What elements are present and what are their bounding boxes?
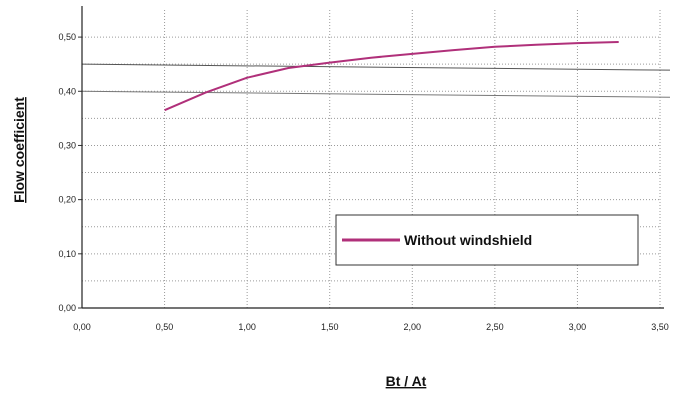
x-tick-label: 3,50 (651, 322, 669, 332)
x-tick-label: 0,00 (73, 322, 91, 332)
series-lines (164, 41, 619, 112)
series-line-without-windshield (164, 41, 619, 112)
y-tick-label: 0,10 (58, 249, 76, 259)
x-tick-label: 2,00 (404, 322, 422, 332)
ref-line (81, 90, 671, 98)
y-tick-label: 0,50 (58, 32, 76, 42)
x-tick-label: 2,50 (486, 322, 504, 332)
x-tick-label: 3,00 (569, 322, 587, 332)
x-axis-title: Bt / At (386, 373, 427, 389)
y-axis-title: Flow coefficient (11, 97, 27, 203)
x-tick-labels: 0,00 0,50 1,00 1,50 2,00 2,50 3,00 3,50 (73, 322, 669, 332)
y-tick-label: 0,00 (58, 303, 76, 313)
legend: Without windshield (335, 214, 639, 266)
x-tick-label: 0,50 (156, 322, 174, 332)
x-tick-label: 1,50 (321, 322, 339, 332)
y-tick-label: 0,40 (58, 86, 76, 96)
y-tick-label: 0,30 (58, 140, 76, 150)
y-tick-labels: 0,00 0,10 0,20 0,30 0,40 0,50 (58, 32, 76, 313)
x-tick-label: 1,00 (238, 322, 256, 332)
legend-label: Without windshield (404, 232, 532, 248)
ref-line (81, 63, 671, 71)
axes (78, 6, 664, 309)
y-tick-label: 0,20 (58, 195, 76, 205)
